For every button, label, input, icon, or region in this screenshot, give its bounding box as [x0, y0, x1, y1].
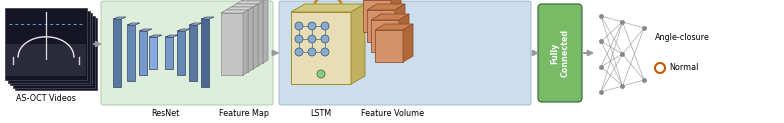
Polygon shape [241, 0, 268, 1]
Polygon shape [399, 14, 409, 52]
Text: ResNet: ResNet [151, 109, 179, 118]
Polygon shape [367, 4, 405, 10]
Polygon shape [291, 12, 351, 84]
Polygon shape [363, 0, 391, 32]
Polygon shape [177, 29, 190, 31]
Polygon shape [236, 1, 263, 4]
Polygon shape [375, 30, 403, 62]
Polygon shape [226, 7, 253, 10]
Polygon shape [258, 1, 263, 66]
Polygon shape [189, 23, 202, 25]
Polygon shape [113, 19, 121, 87]
Polygon shape [149, 37, 157, 69]
Polygon shape [221, 10, 248, 13]
Polygon shape [243, 10, 248, 75]
Circle shape [295, 48, 303, 56]
Polygon shape [291, 4, 365, 12]
FancyBboxPatch shape [101, 1, 273, 105]
Polygon shape [395, 4, 405, 42]
Polygon shape [403, 24, 413, 62]
Polygon shape [263, 0, 268, 63]
Polygon shape [226, 10, 248, 72]
Polygon shape [221, 13, 243, 75]
Text: Fully
Connected: Fully Connected [550, 29, 570, 77]
Circle shape [295, 35, 303, 43]
Polygon shape [231, 4, 258, 7]
FancyBboxPatch shape [5, 8, 87, 80]
Polygon shape [127, 23, 140, 25]
Polygon shape [231, 7, 253, 69]
Polygon shape [189, 25, 197, 81]
Polygon shape [113, 17, 126, 19]
Circle shape [321, 35, 329, 43]
Polygon shape [375, 24, 413, 30]
Polygon shape [351, 4, 365, 84]
Circle shape [295, 22, 303, 30]
FancyBboxPatch shape [13, 15, 95, 87]
Circle shape [308, 48, 316, 56]
Text: Feature Map: Feature Map [219, 109, 269, 118]
Polygon shape [201, 17, 214, 19]
Polygon shape [371, 14, 409, 20]
Polygon shape [139, 31, 147, 75]
Polygon shape [139, 29, 152, 31]
Circle shape [321, 22, 329, 30]
FancyBboxPatch shape [538, 4, 582, 102]
Polygon shape [367, 10, 395, 42]
FancyBboxPatch shape [15, 18, 97, 90]
Polygon shape [391, 0, 401, 32]
Polygon shape [371, 20, 399, 52]
Polygon shape [127, 25, 135, 81]
Text: Feature Volume: Feature Volume [361, 109, 425, 118]
Text: AS-OCT Videos: AS-OCT Videos [16, 94, 76, 103]
Circle shape [308, 22, 316, 30]
Polygon shape [149, 35, 162, 37]
Circle shape [321, 48, 329, 56]
Circle shape [317, 70, 325, 78]
Polygon shape [236, 4, 258, 66]
Text: LSTM: LSTM [310, 109, 332, 118]
Polygon shape [177, 31, 185, 75]
Polygon shape [201, 19, 209, 87]
Polygon shape [248, 7, 253, 72]
FancyBboxPatch shape [6, 44, 86, 76]
Polygon shape [165, 37, 173, 69]
Polygon shape [241, 1, 263, 63]
Polygon shape [253, 4, 258, 69]
FancyBboxPatch shape [279, 1, 531, 105]
Text: Angle-closure: Angle-closure [655, 33, 710, 43]
Circle shape [308, 35, 316, 43]
FancyBboxPatch shape [10, 13, 92, 85]
Polygon shape [165, 35, 178, 37]
Text: Normal: Normal [669, 63, 699, 72]
FancyBboxPatch shape [8, 10, 89, 83]
